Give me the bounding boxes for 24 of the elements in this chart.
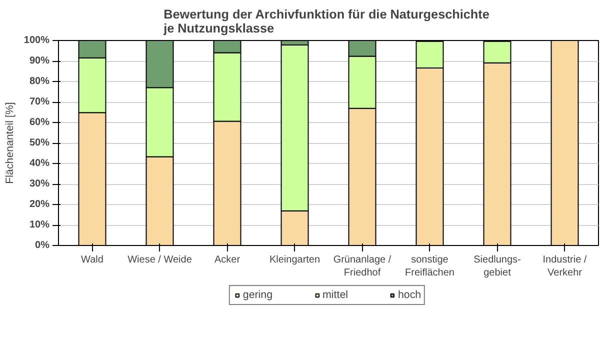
legend-label: hoch: [398, 289, 422, 301]
y-tick-label: 80%: [29, 76, 50, 87]
y-tick-label: 40%: [29, 158, 50, 169]
legend-label: gering: [242, 289, 273, 301]
x-tick-label: Siedlungs- gebiet: [474, 254, 521, 279]
y-axis-title: Flächenanteil [%]: [4, 102, 16, 184]
y-tick-label: 20%: [29, 199, 50, 210]
chart-title: Bewertung der Archivfunktion für die Naturgeschichte je Nutzungsklasse: [162, 8, 490, 36]
x-tick-label: Acker: [214, 254, 241, 266]
y-tick-label: 0%: [35, 240, 50, 251]
y-tick-label: 10%: [29, 220, 50, 230]
x-tick-label: Grünanlage / Friedhof: [333, 254, 392, 279]
y-tick-label: 60%: [29, 117, 50, 128]
legend-label: mittel: [322, 289, 348, 301]
y-tick-label: 30%: [29, 178, 50, 190]
x-tick-label: sonstige Freiflächen: [405, 254, 454, 279]
x-tick-label: Industrie / Verkehr: [542, 254, 587, 279]
x-tick-label: Wald: [81, 254, 104, 266]
y-tick-label: 70%: [29, 96, 50, 108]
y-tick-label: 90%: [29, 56, 50, 66]
y-tick-label: 50%: [29, 138, 50, 148]
x-tick-label: Kleingarten: [269, 254, 320, 266]
x-tick-label: Wiese / Weide: [128, 254, 192, 266]
y-tick-label: 100%: [24, 35, 50, 46]
